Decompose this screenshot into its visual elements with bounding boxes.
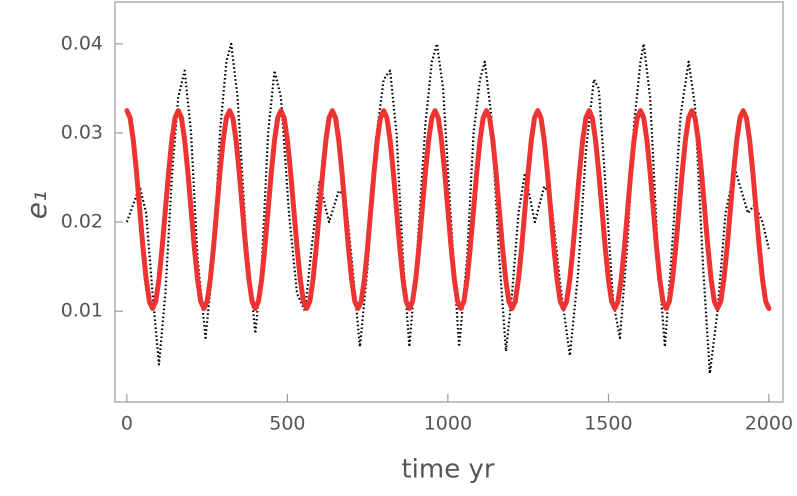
y-tick-label: 0.01 <box>61 300 103 322</box>
plot-frame <box>114 1 784 403</box>
x-tick-label: 2000 <box>745 413 793 435</box>
x-tick-label: 1000 <box>424 413 472 435</box>
y-axis-label: e₁ <box>20 191 53 219</box>
y-tick-label: 0.04 <box>61 32 103 54</box>
y-tick-label: 0.02 <box>61 211 103 233</box>
x-axis-label: time yr <box>401 455 494 485</box>
x-tick-label: 0 <box>121 413 133 435</box>
x-tick-label: 500 <box>269 413 305 435</box>
series-line <box>125 42 770 375</box>
y-tick-label: 0.03 <box>61 121 103 143</box>
series-line <box>124 108 772 311</box>
x-tick-label: 1500 <box>584 413 632 435</box>
